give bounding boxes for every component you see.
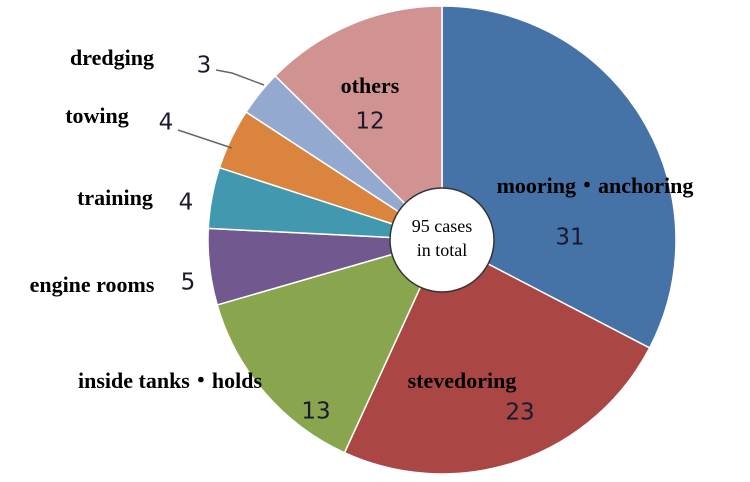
pie-slice — [343, 238, 651, 475]
pie-slice — [274, 5, 443, 242]
slice-name: stevedoring — [408, 368, 517, 393]
pie-slice — [441, 5, 677, 349]
slice-value: 13 — [301, 399, 330, 425]
center-label: 95 cases — [412, 216, 472, 236]
slice-value: 5 — [181, 270, 196, 296]
slice-value: 4 — [159, 110, 174, 136]
slice-name: towing — [65, 103, 129, 128]
slice-value: 4 — [179, 190, 194, 216]
slice-value: 23 — [505, 400, 534, 426]
slice-value: 31 — [555, 225, 584, 251]
slice-name: training — [77, 185, 153, 210]
slice-value: 3 — [197, 53, 212, 79]
center-hole — [389, 187, 495, 293]
slice-name: inside tanks・holds — [78, 368, 262, 393]
pie-slice — [216, 238, 444, 454]
slice-value: 12 — [355, 109, 384, 135]
center-label: in total — [417, 240, 468, 260]
leader-line — [177, 129, 233, 149]
leader-line — [215, 69, 265, 86]
slice-name: engine rooms — [30, 272, 155, 297]
slice-name: mooring・anchoring — [497, 173, 694, 198]
slice-name: dredging — [70, 45, 154, 70]
slice-name: others — [341, 73, 400, 98]
